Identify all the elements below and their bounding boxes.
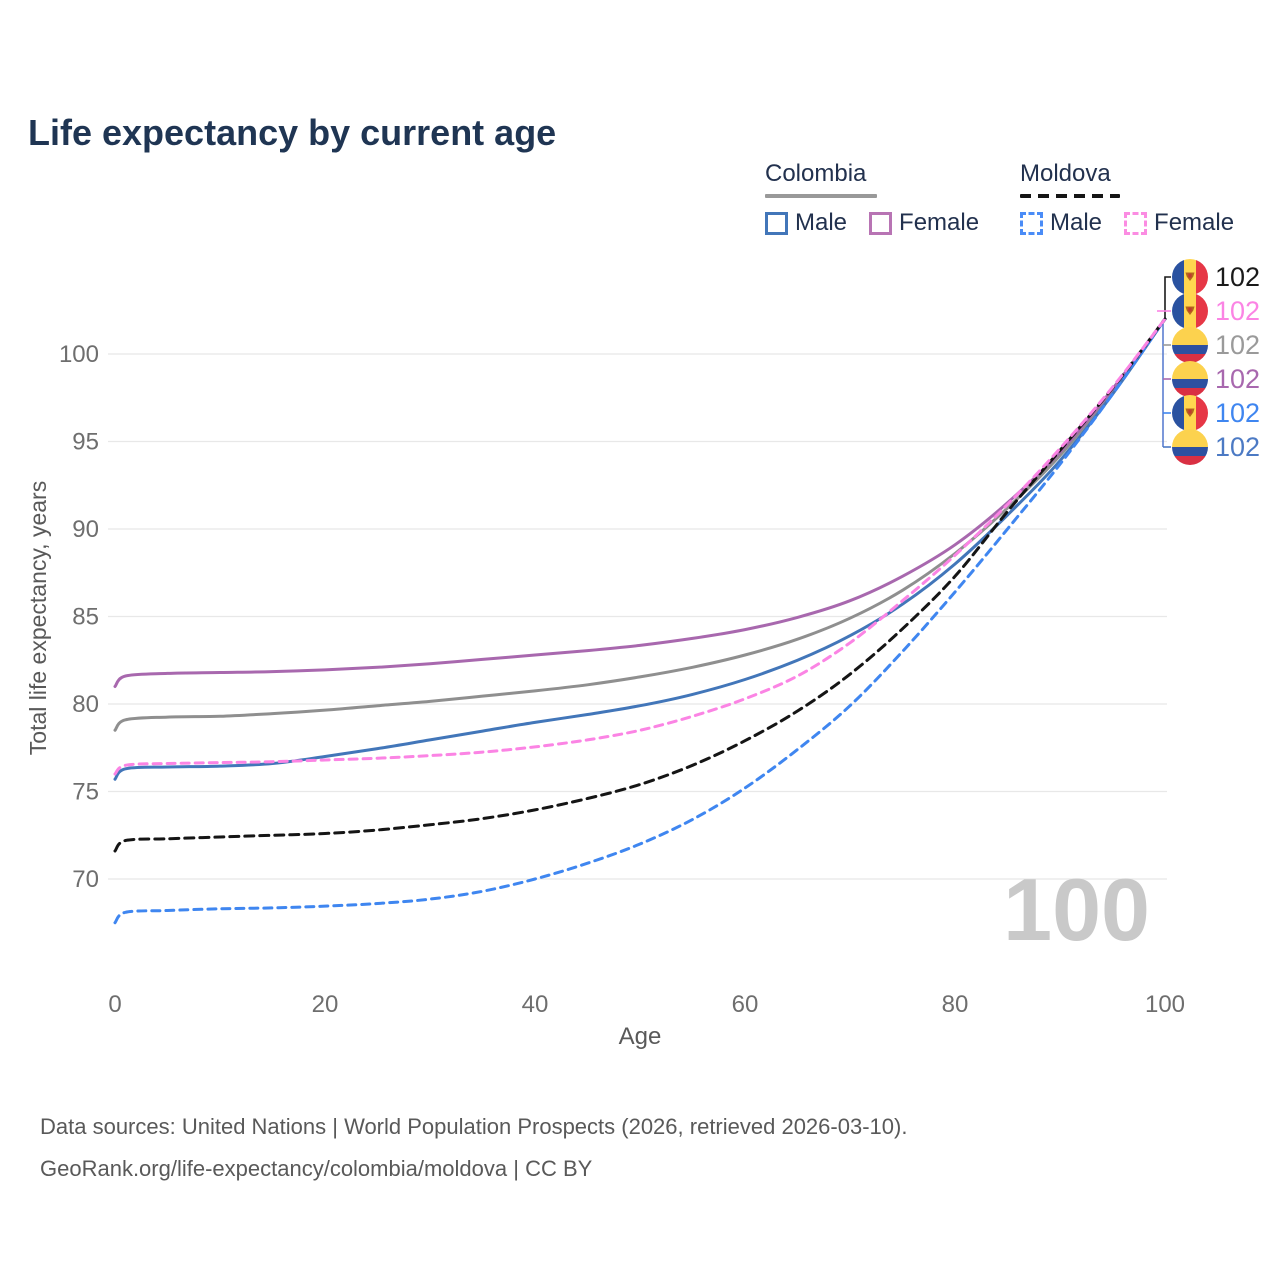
end-value-moldova-male: 102 <box>1215 397 1261 428</box>
end-label-colombia-total: 102 <box>1172 327 1260 363</box>
end-label-colombia-female: 102 <box>1172 361 1260 397</box>
series-line-colombia-male[interactable] <box>113 317 1167 781</box>
legend-country-colombia[interactable]: Colombia <box>765 160 867 187</box>
colombia-male-swatch <box>765 211 788 235</box>
end-value-moldova-total: 102 <box>1215 261 1261 292</box>
legend-country-moldova[interactable]: Moldova <box>1020 160 1111 187</box>
moldova-flag-icon <box>1172 395 1208 431</box>
x-tick-40: 40 <box>522 991 549 1018</box>
legend-group-colombia: Colombia Male Female <box>765 160 979 237</box>
end-label-moldova-male: 102 <box>1172 395 1260 431</box>
y-tick-100: 100 <box>59 341 99 368</box>
series-line-colombia-total[interactable] <box>113 317 1167 732</box>
footer-data-sources: Data sources: United Nations | World Pop… <box>40 1114 908 1139</box>
x-tick-20: 20 <box>312 991 339 1018</box>
end-label-colombia-male: 102 <box>1172 429 1260 465</box>
series-line-moldova-female[interactable] <box>113 317 1167 776</box>
y-tick-75: 75 <box>72 779 99 806</box>
legend-label-colombia-male: Male <box>795 209 848 236</box>
y-tick-85: 85 <box>72 604 99 631</box>
x-tick-0: 0 <box>108 991 121 1018</box>
colombia-flag-icon <box>1172 361 1208 397</box>
y-tick-70: 70 <box>72 866 99 893</box>
moldova-flag-icon <box>1172 259 1208 295</box>
y-axis-label: Total life expectancy, years <box>25 481 51 755</box>
moldova-male-swatch <box>1020 211 1043 235</box>
x-tick-80: 80 <box>942 991 969 1018</box>
end-value-colombia-total: 102 <box>1215 329 1261 360</box>
legend-item-colombia-female[interactable]: Female <box>869 209 979 237</box>
moldova-dashed-line-key <box>1020 194 1120 198</box>
legend-group-moldova: Moldova Male Female <box>1020 160 1234 237</box>
legend-item-moldova-male[interactable]: Male <box>1020 209 1102 237</box>
end-value-moldova-female: 102 <box>1215 295 1261 326</box>
x-tick-60: 60 <box>732 991 759 1018</box>
x-tick-100: 100 <box>1145 991 1185 1018</box>
age-counter-watermark: 100 <box>1003 860 1150 959</box>
page-title: Life expectancy by current age <box>28 112 557 154</box>
end-value-colombia-male: 102 <box>1215 431 1261 462</box>
y-tick-95: 95 <box>72 429 99 456</box>
footer-attribution: GeoRank.org/life-expectancy/colombia/mol… <box>40 1155 593 1181</box>
colombia-flag-icon <box>1172 429 1208 465</box>
moldova-flag-icon <box>1172 293 1208 329</box>
y-tick-80: 80 <box>72 691 99 718</box>
end-value-colombia-female: 102 <box>1215 363 1261 394</box>
legend-label-colombia-female: Female <box>899 209 980 236</box>
legend-item-moldova-female[interactable]: Female <box>1124 209 1234 237</box>
end-label-moldova-total: 102 <box>1172 259 1260 295</box>
moldova-female-swatch <box>1124 211 1148 235</box>
life-expectancy-line-chart[interactable]: 70 75 80 85 90 95 100 0 20 40 60 80 100 Age Total life… <box>0 250 1280 1050</box>
series-line-moldova-male[interactable] <box>113 317 1167 925</box>
legend-item-colombia-male[interactable]: Male <box>765 209 847 237</box>
y-tick-90: 90 <box>72 516 99 543</box>
end-label-moldova-female: 102 <box>1172 293 1260 329</box>
footer: Data sources: United Nations | World Pop… <box>40 1106 1240 1190</box>
colombia-female-swatch <box>869 211 893 235</box>
leader-line-moldova-total <box>1164 276 1171 319</box>
colombia-solid-line-key <box>765 194 877 198</box>
legend-label-moldova-female: Female <box>1154 209 1235 236</box>
legend-label-moldova-male: Male <box>1050 209 1103 236</box>
x-axis-label: Age <box>619 1023 662 1050</box>
series-line-moldova-total[interactable] <box>113 317 1167 853</box>
colombia-flag-icon <box>1172 327 1208 363</box>
